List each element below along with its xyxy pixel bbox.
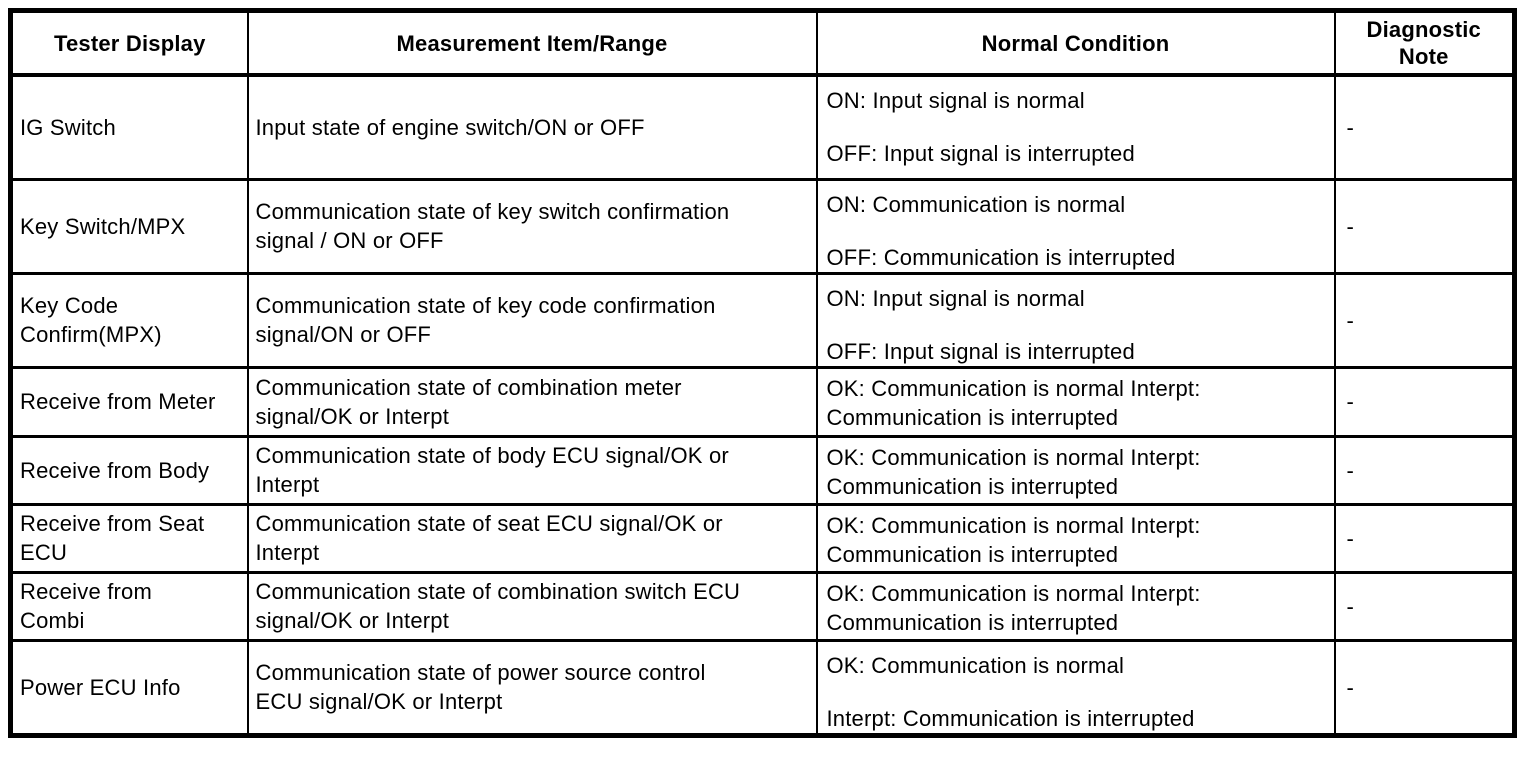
measurement-cell: Communication state of key code confirma… <box>246 271 818 369</box>
normal-condition-cell: OK: Communication is normal Interpt: Comm… <box>815 365 1336 438</box>
table-row-receive-from-meter: Receive from Meter Communication state o… <box>9 365 1516 438</box>
table-row-key-code-confirm-mpx: Key Code Confirm(MPX) Communication state… <box>9 271 1516 369</box>
normal-condition-cell: ON: Input signal is normal OFF: Input sig… <box>815 73 1336 181</box>
table-row-key-switch-mpx: Key Switch/MPX Communication state of ke… <box>9 177 1516 275</box>
table-row-ig-switch: IG Switch Input state of engine switch/O… <box>9 73 1516 181</box>
measurement-cell: Communication state of seat ECU signal/O… <box>246 502 818 574</box>
tester-diagnostic-table: Tester Display Measurement Item/Range No… <box>8 8 1517 738</box>
measurement-cell: Communication state of key switch confir… <box>246 177 818 275</box>
diagnostic-note-cell: - <box>1333 502 1516 574</box>
measurement-cell: Communication state of combination meter… <box>246 365 818 438</box>
table-row-receive-from-combi: Receive from Combi Communication state of… <box>9 570 1516 642</box>
header-row: Tester Display Measurement Item/Range No… <box>9 9 1516 77</box>
normal-condition-cell: OK: Communication is normal Interpt: Comm… <box>815 638 1336 737</box>
diagnostic-note-cell: - <box>1333 271 1516 369</box>
normal-condition-cell: ON: Input signal is normal OFF: Input sig… <box>815 271 1336 369</box>
column-header-measurement-item-range: Measurement Item/Range <box>246 9 818 77</box>
tester-display-cell: Power ECU Info <box>9 638 249 737</box>
tester-display-cell: Receive from Combi <box>9 570 249 642</box>
measurement-cell: Communication state of power source cont… <box>246 638 818 737</box>
normal-condition-cell: OK: Communication is normal Interpt: Comm… <box>815 570 1336 642</box>
table-row-power-ecu-info: Power ECU Info Communication state of po… <box>9 638 1516 737</box>
column-header-tester-display: Tester Display <box>9 9 249 77</box>
measurement-cell: Communication state of body ECU signal/O… <box>246 434 818 506</box>
tester-display-cell: Key Switch/MPX <box>9 177 249 275</box>
diagnostic-note-cell: - <box>1333 638 1516 737</box>
diagnostic-note-cell: - <box>1333 434 1516 506</box>
normal-condition-cell: OK: Communication is normal Interpt: Comm… <box>815 434 1336 506</box>
diagnostic-note-cell: - <box>1333 73 1516 181</box>
normal-condition-cell: OK: Communication is normal Interpt: Comm… <box>815 502 1336 574</box>
diagnostic-note-cell: - <box>1333 365 1516 438</box>
column-header-normal-condition: Normal Condition <box>815 9 1336 77</box>
measurement-cell: Input state of engine switch/ON or OFF <box>246 73 818 181</box>
tester-display-cell: Receive from Seat ECU <box>9 502 249 574</box>
measurement-cell: Communication state of combination switc… <box>246 570 818 642</box>
tester-display-cell: Receive from Meter <box>9 365 249 438</box>
table-row-receive-from-seat-ecu: Receive from Seat ECU Communication state… <box>9 502 1516 574</box>
tester-display-cell: Receive from Body <box>9 434 249 506</box>
tester-display-cell: Key Code Confirm(MPX) <box>9 271 249 369</box>
normal-condition-cell: ON: Communication is normal OFF: Communic… <box>815 177 1336 275</box>
tester-display-cell: IG Switch <box>9 73 249 181</box>
diagnostic-note-cell: - <box>1333 177 1516 275</box>
table-row-receive-from-body: Receive from Body Communication state of… <box>9 434 1516 506</box>
column-header-diagnostic-note: Diagnostic Note <box>1333 9 1516 77</box>
diagnostic-note-cell: - <box>1333 570 1516 642</box>
